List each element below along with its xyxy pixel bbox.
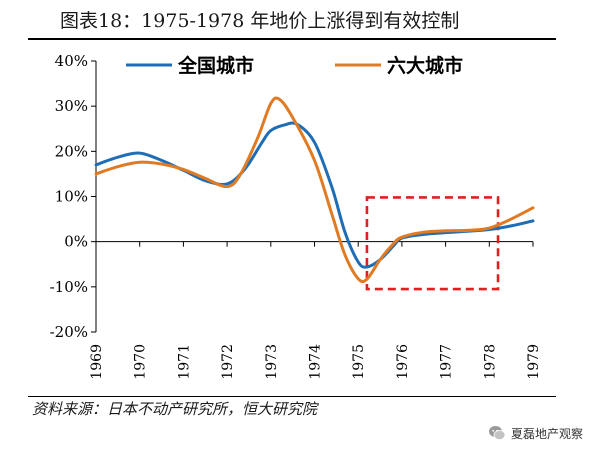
chart-axes: 40% 30% 20% 10% 0% -10% -20%1969 1970 1971 1972 19…: [50, 52, 542, 380]
y-tick-label: 30%: [55, 97, 88, 115]
chart-series: [94, 96, 535, 284]
series-line-2: [94, 96, 535, 284]
y-tick-label: 10%: [55, 188, 88, 206]
y-tick-label: 20%: [55, 142, 88, 160]
x-tick-label: 1979: [526, 344, 542, 380]
x-tick-label: 1977: [439, 344, 455, 380]
legend-label-2: 六大城市: [387, 54, 463, 77]
chart-title: 图表18：1975-1978 年地价上涨得到有效控制: [60, 10, 460, 32]
x-tick-label: 1970: [133, 344, 149, 380]
y-tick-label: 40%: [55, 52, 88, 70]
x-tick-label: 1969: [89, 344, 105, 380]
source-note: 资料来源：日本不动产研究所，恒大研究院: [32, 400, 318, 418]
highlight-box: [365, 196, 500, 291]
watermark-text: 夏磊地产观察: [510, 426, 583, 441]
x-tick-label: 1978: [482, 344, 498, 380]
y-tick-label: 0%: [64, 233, 88, 251]
chart-legend: 全国城市 六大城市: [126, 54, 463, 77]
line-chart: 40% 30% 20% 10% 0% -10% -20%1969 1970 1971 1972 19…: [50, 52, 542, 380]
chart-annotations: [365, 196, 500, 291]
x-tick-label: 1976: [395, 344, 411, 380]
x-tick-label: 1972: [220, 344, 236, 380]
x-tick-label: 1971: [176, 344, 192, 380]
y-tick-label: -20%: [50, 323, 88, 341]
watermark: 夏磊地产观察: [488, 424, 583, 442]
source-divider: [28, 396, 556, 397]
wechat-bubble-icon: [488, 426, 506, 440]
x-tick-label: 1973: [264, 344, 280, 380]
title-divider: [28, 38, 556, 40]
x-tick-label: 1974: [308, 344, 324, 380]
y-tick-label: -10%: [50, 278, 88, 296]
legend-label-1: 全国城市: [177, 54, 254, 77]
x-tick-label: 1975: [351, 344, 367, 380]
